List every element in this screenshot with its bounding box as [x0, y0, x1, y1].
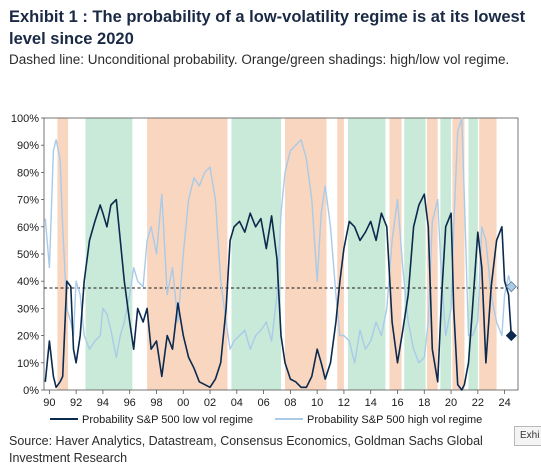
- y-tick-label: 30%: [17, 303, 39, 315]
- regime-band-low-8: [404, 118, 426, 390]
- exhibit-tab[interactable]: Exhi: [514, 426, 541, 446]
- chart-subtitle: Dashed line: Unconditional probability. …: [9, 52, 510, 67]
- x-tick-label: 18: [418, 397, 430, 409]
- x-tick-label: 10: [311, 397, 323, 409]
- y-tick-label: 40%: [17, 276, 39, 288]
- y-tick-label: 70%: [17, 195, 39, 207]
- series-line-high-vol: [44, 117, 512, 364]
- regime-band-low-10: [440, 118, 452, 390]
- regime-band-high-0: [57, 118, 69, 390]
- legend-label-low-vol: Probability S&P 500 low vol regime: [82, 414, 253, 426]
- x-tick-label: 98: [150, 397, 162, 409]
- regime-band-low-1: [85, 118, 133, 390]
- x-tick-label: 24: [498, 397, 510, 409]
- x-tick-label: 22: [472, 397, 484, 409]
- x-axis: 90 92 94 96 98 00 02 04 06 08 10 12 14 16 18 20 22 24: [43, 390, 511, 409]
- series-lines: [44, 117, 513, 391]
- x-tick-label: 94: [97, 397, 109, 409]
- y-tick-label: 10%: [17, 358, 39, 370]
- y-tick-label: 0%: [23, 385, 39, 397]
- y-tick-label: 90%: [17, 140, 39, 152]
- x-tick-label: 06: [257, 397, 269, 409]
- legend: Probability S&P 500 low vol regime Proba…: [50, 414, 482, 426]
- x-tick-label: 16: [391, 397, 403, 409]
- legend-label-high-vol: Probability S&P 500 high vol regime: [307, 414, 482, 426]
- y-tick-label: 20%: [17, 331, 39, 343]
- end-markers: [505, 281, 517, 342]
- y-tick-label: 80%: [17, 167, 39, 179]
- x-tick-label: 02: [204, 397, 216, 409]
- x-tick-label: 90: [43, 397, 55, 409]
- x-tick-label: 96: [124, 397, 136, 409]
- x-tick-label: 20: [445, 397, 457, 409]
- y-tick-label: 60%: [17, 222, 39, 234]
- regime-band-low-12: [468, 118, 478, 390]
- regime-band-high-2: [147, 118, 228, 390]
- chart-title: Exhibit 1 : The probability of a low-vol…: [9, 8, 526, 48]
- x-tick-label: 92: [70, 397, 82, 409]
- x-tick-label: 14: [365, 397, 377, 409]
- regime-band-low-3: [231, 118, 281, 390]
- chart: 0% 10% 20% 30% 40% 50% 60% 70% 80% 90% 100% 90 92 94…: [11, 113, 519, 426]
- x-tick-label: 08: [284, 397, 296, 409]
- regime-band-high-4: [285, 118, 327, 390]
- x-tick-label: 12: [338, 397, 350, 409]
- source-note: Source: Haver Analytics, Datastream, Con…: [9, 434, 483, 465]
- end-marker-high-vol: [505, 281, 517, 293]
- end-marker-low-vol: [505, 330, 517, 342]
- regime-band-low-6: [347, 118, 386, 390]
- y-tick-label: 50%: [17, 249, 39, 261]
- series-line-low-vol: [44, 193, 513, 391]
- regime-band-high-9: [426, 118, 438, 390]
- y-tick-label: 100%: [11, 113, 39, 125]
- regime-band-high-5: [337, 118, 344, 390]
- regime-shadings: [57, 118, 497, 390]
- x-tick-label: 00: [177, 397, 189, 409]
- x-tick-label: 04: [231, 397, 243, 409]
- y-axis: 0% 10% 20% 30% 40% 50% 60% 70% 80% 90% 100%: [11, 113, 44, 397]
